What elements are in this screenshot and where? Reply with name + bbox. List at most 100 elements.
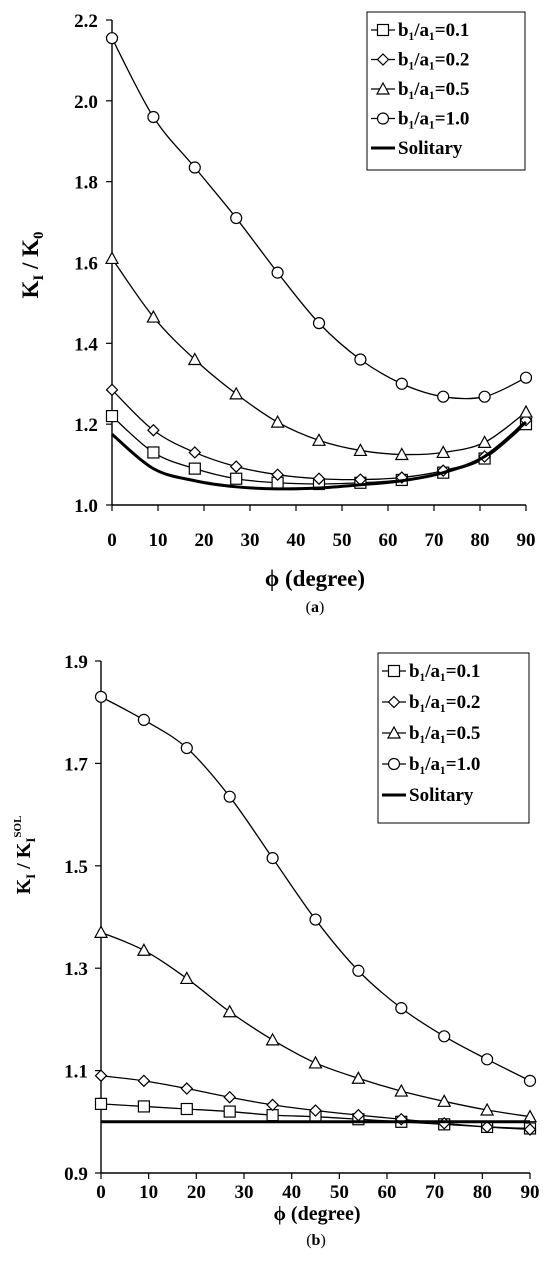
chart-b-legend-label: b₁/a₁=0.1 (409, 661, 480, 682)
chart-b-point-triangle (136, 943, 151, 956)
chart-a-point-triangle (353, 443, 368, 457)
chart-b-y-tick-label: 1.3 (64, 959, 88, 980)
chart-b-legend-marker-square (387, 664, 401, 678)
chart-a-point-triangle (477, 435, 492, 448)
chart-b-x-tick-label: 30 (235, 1182, 254, 1203)
chart-a-point-diamond (271, 468, 284, 482)
chart-b-x-tick-label: 60 (378, 1182, 397, 1203)
chart-b-point-circle (137, 713, 150, 726)
chart-b-legend-label: b₁/a₁=0.5 (409, 723, 480, 744)
chart-a-x-tick-label: 80 (471, 530, 490, 551)
chart-a-point-diamond (188, 446, 202, 459)
chart-b-point-diamond (266, 1098, 279, 1112)
chart-b-point-triangle (265, 1032, 280, 1046)
chart-a-x-tick-label: 40 (287, 530, 306, 551)
chart-a-point-triangle (104, 251, 120, 265)
chart-a-legend-label: b₁/a₁=0.2 (398, 50, 469, 71)
chart-b-ylabel: KI / KISOL (12, 816, 38, 895)
chart-b-point-square (180, 1102, 193, 1116)
chart-b: 0.9 1.1 1.3 1.5 1.7 1.9 0 10 20 30 40 50 60 70 80 90 b₁/… (12, 652, 540, 1249)
chart-b-point-triangle (394, 1083, 409, 1097)
chart-b-point-triangle (222, 1004, 237, 1018)
chart-b-point-triangle (437, 1094, 452, 1107)
chart-a-legend-marker-circle (376, 112, 390, 125)
chart-b-point-circle (180, 741, 193, 755)
chart-a-point-triangle (229, 386, 244, 400)
chart-a-point-circle (105, 32, 119, 45)
chart-b-y-tick-label: 1.9 (64, 652, 88, 673)
chart-b-y-tick-label: 1.7 (64, 754, 88, 775)
chart-a-point-triangle (270, 414, 285, 428)
chart-b-x-tick-label: 40 (282, 1182, 301, 1203)
chart-a-x-tick-label: 30 (241, 530, 260, 551)
chart-b-point-circle (481, 1053, 494, 1066)
chart-a-series-line-triangle (111, 258, 527, 456)
chart-a-point-triangle (187, 352, 202, 366)
chart-a-point-triangle (394, 447, 409, 461)
chart-b-point-square (94, 1097, 108, 1110)
chart-a-y-tick-label: 1.2 (74, 415, 98, 436)
chart-b-point-square (137, 1100, 150, 1113)
chart-a-point-square (230, 472, 243, 485)
chart-b-point-diamond (309, 1104, 322, 1117)
chart-b-legend-marker-circle (387, 757, 401, 771)
chart-a-legend-label: Solitary (398, 138, 463, 159)
chart-b-point-diamond (480, 1120, 494, 1134)
chart-b-series-line-triangle (100, 931, 531, 1118)
chart-b-point-circle (352, 964, 365, 977)
chart-b-point-square (223, 1105, 236, 1118)
chart-a-point-circle (230, 211, 243, 225)
chart-b-plot: 0.9 1.1 1.3 1.5 1.7 1.9 0 10 20 30 40 50 60 70 80 90 b₁/… (64, 652, 539, 1203)
chart-a-y-tick-label: 2.2 (74, 11, 98, 32)
chart-a-point-circle (478, 390, 491, 403)
chart-a-x-tick-label: 90 (517, 530, 536, 551)
chart-a-legend-label: b₁/a₁=0.5 (398, 79, 469, 100)
chart-a-point-circle (271, 266, 284, 279)
chart-b-legend-marker-triangle (386, 725, 402, 739)
chart-a-x-tick-label: 70 (425, 530, 444, 551)
chart-b-point-triangle (93, 925, 109, 938)
chart-a-legend (366, 11, 526, 171)
chart-a-point-circle (312, 317, 326, 330)
chart-a-legend-label: b₁/a₁=0.1 (398, 20, 469, 41)
chart-a-x-tick-label: 60 (379, 530, 398, 551)
chart-b-x-tick-label: 80 (473, 1182, 492, 1203)
chart-a-point-triangle (146, 309, 161, 323)
chart-b-point-circle (309, 913, 322, 926)
chart-a-point-circle (395, 377, 408, 390)
chart-b-x-tick-label: 0 (96, 1182, 106, 1203)
chart-b-x-tick-label: 70 (425, 1182, 444, 1203)
chart-a-y-tick-label: 1.4 (74, 334, 98, 355)
chart-b-point-circle (438, 1030, 451, 1043)
chart-a-legend-marker-diamond (376, 53, 390, 66)
chart-b-x-tick-label: 10 (139, 1182, 158, 1203)
chart-a-point-diamond (312, 472, 326, 486)
chart-b-point-triangle (308, 1055, 323, 1069)
chart-b-legend-label: Solitary (409, 785, 474, 806)
chart-a-legend-label: b₁/a₁=1.0 (398, 109, 469, 130)
chart-a-point-square (105, 409, 119, 423)
chart-a-plot: 1.0 1.2 1.4 1.6 1.8 2.0 2.2 0 10 20 30 40 50 60 70 80 90… (74, 11, 535, 551)
chart-b-point-diamond (223, 1090, 237, 1104)
chart-a-point-circle (519, 371, 533, 384)
chart-a-point-circle (437, 390, 450, 403)
chart-b-legend-label: b₁/a₁=0.2 (409, 692, 480, 713)
chart-a-point-square (147, 446, 160, 459)
chart-b-point-circle (523, 1074, 537, 1087)
chart-b-x-tick-label: 50 (330, 1182, 349, 1203)
chart-a-series-line-circle (111, 37, 527, 400)
chart-b-caption: (b) (306, 1232, 326, 1249)
chart-a-point-triangle (436, 445, 451, 459)
chart-b-point-circle (94, 690, 108, 703)
chart-a-point-circle (188, 161, 201, 174)
chart-b-point-diamond (94, 1069, 108, 1083)
chart-a: 1.0 1.2 1.4 1.6 1.8 2.0 2.2 0 10 20 30 40 50 60 70 80 90… (18, 11, 536, 616)
chart-a-y-tick-label: 1.0 (74, 496, 98, 517)
chart-a-legend-marker-triangle (375, 81, 391, 95)
chart-a-point-diamond (105, 383, 119, 397)
chart-a-y-tick-label: 2.0 (74, 92, 98, 113)
chart-a-point-triangle (518, 404, 534, 418)
chart-a-x-tick-label: 10 (149, 530, 168, 551)
chart-a-x-tick-label: 20 (195, 530, 214, 551)
chart-a-point-circle (147, 110, 160, 124)
